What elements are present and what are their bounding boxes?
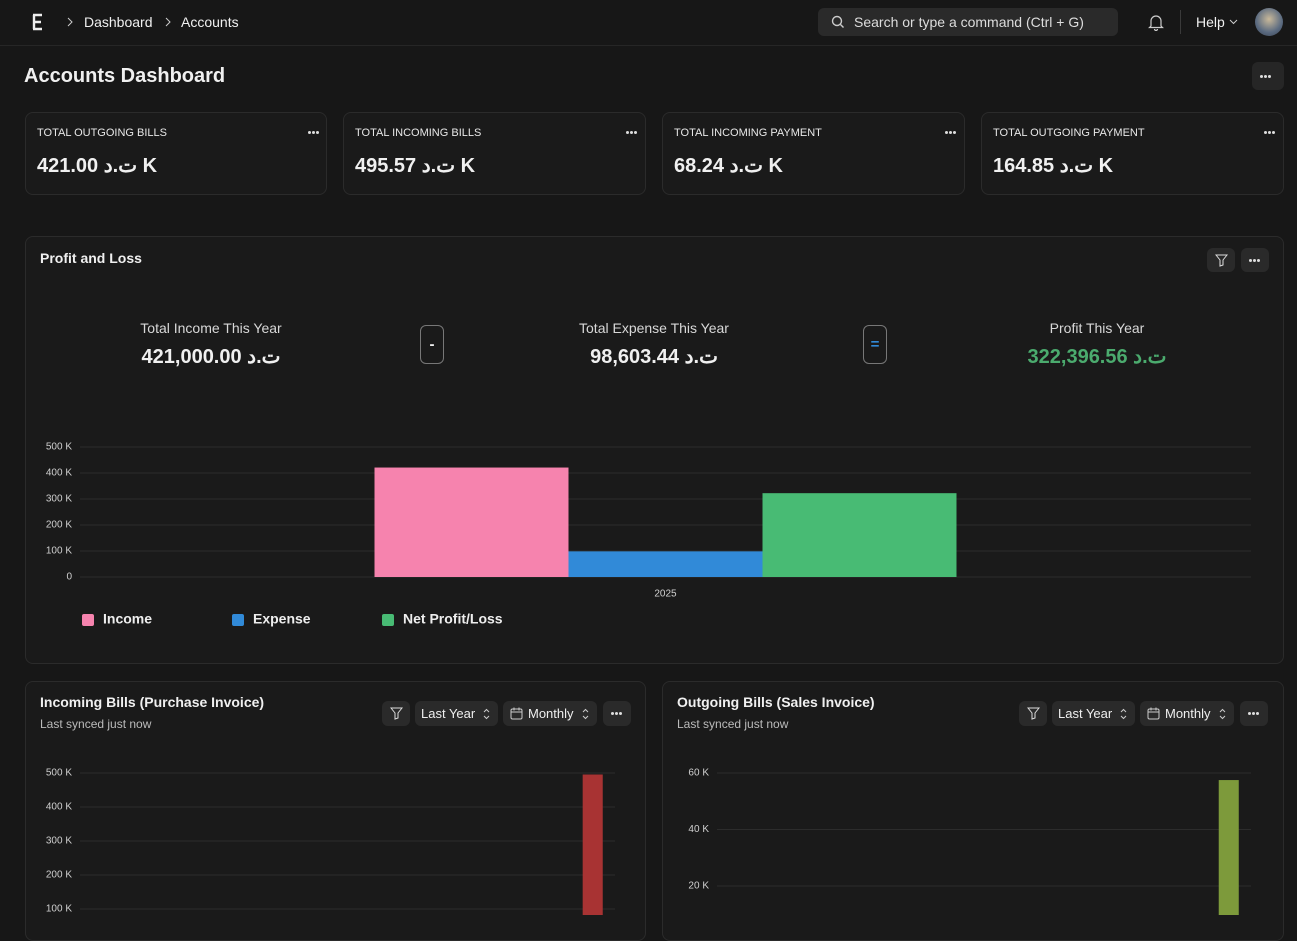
number-card: TOTAL INCOMING BILLS 495.57 ت.د K <box>343 112 646 195</box>
card-value: 421.00 ت.د K <box>37 155 158 177</box>
outgoing-bills-card: Outgoing Bills (Sales Invoice) Last sync… <box>662 681 1284 941</box>
card-menu[interactable] <box>603 701 631 726</box>
card-menu[interactable] <box>300 125 326 139</box>
legend-label: Expense <box>253 611 311 627</box>
select-label: Monthly <box>1165 706 1211 721</box>
y-tick-label: 100 K <box>46 546 72 557</box>
incoming-bills-card: Incoming Bills (Purchase Invoice) Last s… <box>25 681 646 941</box>
summary-value: 98,603.44 ت.د <box>590 346 718 368</box>
card-menu[interactable] <box>1240 701 1268 726</box>
card-label: TOTAL INCOMING BILLS <box>355 127 482 139</box>
summary-value: 322,396.56 ت.د <box>1027 346 1167 368</box>
card-value: 495.57 ت.د K <box>355 155 476 177</box>
bar <box>762 493 957 577</box>
summary-label: Total Expense This Year <box>579 320 729 336</box>
number-card: TOTAL OUTGOING BILLS 421.00 ت.د K <box>25 112 327 195</box>
y-tick-label: 300 K <box>46 836 72 847</box>
navbar: Dashboard Accounts Search or type a comm… <box>0 0 1297 46</box>
card-subtitle: Last synced just now <box>677 717 789 731</box>
avatar[interactable] <box>1255 8 1283 36</box>
card-menu[interactable] <box>618 125 644 139</box>
page-title: Accounts Dashboard <box>24 65 226 87</box>
help-menu[interactable]: Help <box>1196 14 1225 30</box>
legend-swatch <box>232 614 244 626</box>
legend-label: Net Profit/Loss <box>403 611 503 627</box>
y-tick-label: 100 K <box>46 904 72 915</box>
y-tick-label: 200 K <box>46 870 72 881</box>
bar <box>1218 780 1239 915</box>
charts-layer: 0 100 K 200 K 300 K 400 K 500 K 2025 Income Expe… <box>46 442 1251 915</box>
select-label: Last Year <box>421 706 476 721</box>
legend-swatch <box>382 614 394 626</box>
x-tick-label: 2025 <box>654 589 677 600</box>
legend-label: Income <box>103 611 152 627</box>
y-tick-label: 400 K <box>46 468 72 479</box>
card-title: Profit and Loss <box>40 250 142 266</box>
card-menu[interactable] <box>1241 248 1269 272</box>
filter-button[interactable] <box>1019 701 1047 726</box>
card-value: 68.24 ت.د K <box>674 155 783 177</box>
operator: - <box>420 325 444 364</box>
card-title: Outgoing Bills (Sales Invoice) <box>677 694 875 710</box>
select-label: Monthly <box>528 706 574 721</box>
operator: = <box>863 325 887 364</box>
notifications[interactable] <box>1148 13 1164 31</box>
y-tick-label: 500 K <box>46 768 72 779</box>
card-label: TOTAL OUTGOING PAYMENT <box>993 127 1145 139</box>
y-tick-label: 40 K <box>688 824 709 835</box>
y-tick-label: 500 K <box>46 442 72 453</box>
filter-button[interactable] <box>382 701 410 726</box>
divider <box>1180 10 1181 34</box>
period-select[interactable]: Last Year <box>1052 701 1135 726</box>
filter-button[interactable] <box>1207 248 1235 272</box>
interval-select[interactable]: Monthly <box>503 701 597 726</box>
card-menu[interactable] <box>937 125 963 139</box>
number-card: TOTAL INCOMING PAYMENT 68.24 ت.د K <box>662 112 965 195</box>
y-tick-label: 200 K <box>46 520 72 531</box>
card-label: TOTAL OUTGOING BILLS <box>37 127 167 139</box>
card-menu[interactable] <box>1256 125 1282 139</box>
bar <box>374 467 569 577</box>
card-value: 164.85 ت.د K <box>993 155 1114 177</box>
chevron-down <box>1229 19 1238 25</box>
y-tick-label: 20 K <box>688 881 709 892</box>
search-placeholder: Search or type a command (Ctrl + G) <box>854 14 1084 30</box>
search-icon <box>831 15 844 28</box>
card-subtitle: Last synced just now <box>40 717 152 731</box>
number-card: TOTAL OUTGOING PAYMENT 164.85 ت.د K <box>981 112 1284 195</box>
search-bar[interactable]: Search or type a command (Ctrl + G) <box>818 8 1118 36</box>
bar <box>582 774 603 915</box>
select-label: Last Year <box>1058 706 1113 721</box>
bar <box>568 551 763 577</box>
summary-value: 421,000.00 ت.د <box>141 346 281 368</box>
breadcrumb[interactable]: Accounts <box>181 14 239 30</box>
logo[interactable] <box>32 13 44 31</box>
summary-label: Profit This Year <box>1049 320 1145 336</box>
card-label: TOTAL INCOMING PAYMENT <box>674 127 822 139</box>
chevron <box>67 17 73 27</box>
y-tick-label: 300 K <box>46 494 72 505</box>
card-title: Incoming Bills (Purchase Invoice) <box>40 694 265 710</box>
breadcrumb[interactable]: Dashboard <box>84 14 153 30</box>
period-select[interactable]: Last Year <box>415 701 498 726</box>
legend-swatch <box>82 614 94 626</box>
y-tick-label: 60 K <box>688 768 709 779</box>
profit-loss-card: Profit and Loss Total Income This Year 4… <box>25 236 1284 664</box>
interval-select[interactable]: Monthly <box>1140 701 1234 726</box>
page-menu[interactable] <box>1252 62 1284 90</box>
y-tick-label: 0 <box>66 572 72 583</box>
chevron <box>165 17 171 27</box>
summary-label: Total Income This Year <box>140 320 282 336</box>
y-tick-label: 400 K <box>46 802 72 813</box>
